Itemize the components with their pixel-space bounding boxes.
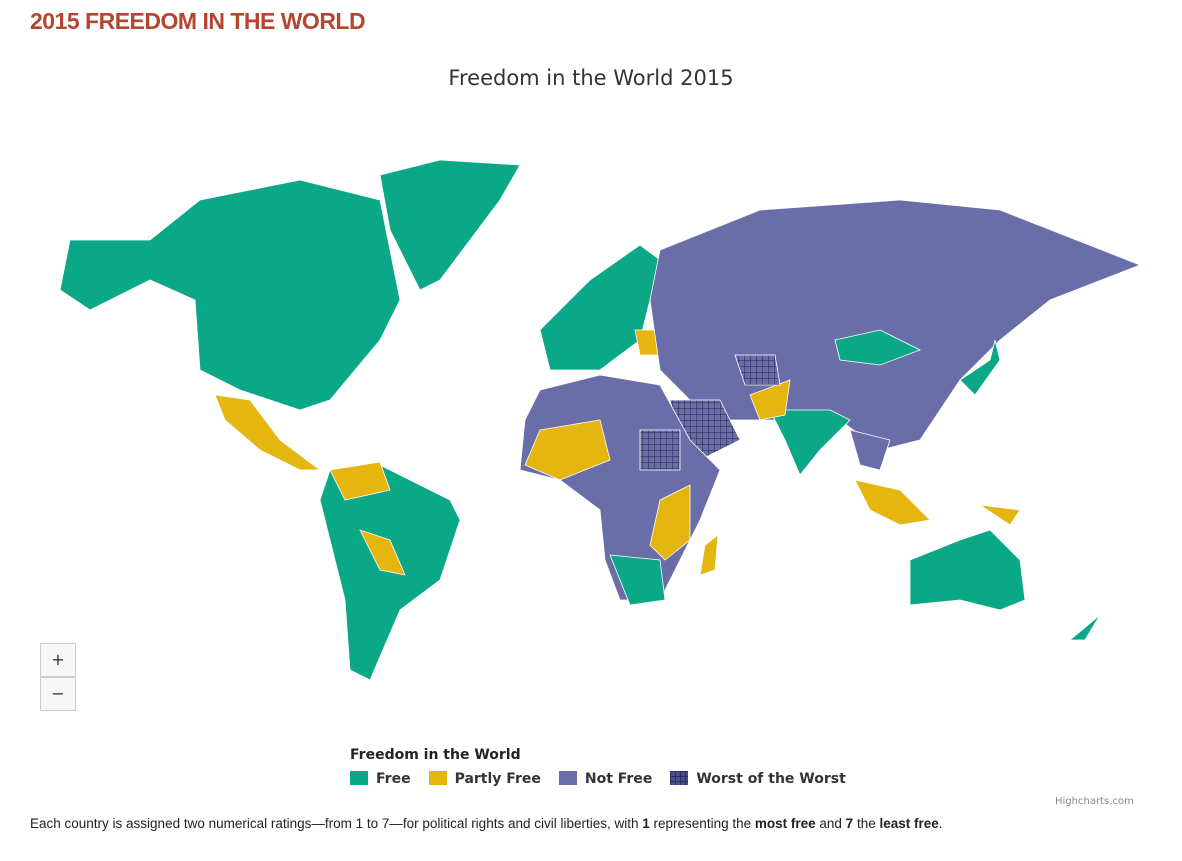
footnote-part: and <box>815 816 846 831</box>
legend-label: Not Free <box>584 771 653 787</box>
credit: Highcharts.com <box>1055 796 1134 807</box>
new-zealand <box>1068 614 1101 641</box>
north-america <box>59 179 401 411</box>
sudan <box>639 429 681 471</box>
papua <box>979 504 1021 526</box>
legend-item[interactable]: Free <box>350 771 411 787</box>
footnote-part: Each country is assigned two numerical r… <box>30 816 643 831</box>
india <box>769 409 851 476</box>
south-america <box>319 464 461 681</box>
legend-item[interactable]: Worst of the Worst <box>670 771 846 787</box>
west-africa <box>524 419 611 481</box>
footnote-part: most free <box>754 816 816 831</box>
countries <box>59 159 1142 681</box>
footnote: Each country is assigned two numerical r… <box>30 816 943 831</box>
mongolia <box>834 329 921 366</box>
legend-label: Worst of the Worst <box>696 771 846 787</box>
legend-swatch <box>428 771 447 785</box>
legend-title: Freedom in the World <box>350 747 521 763</box>
japan <box>959 339 1001 396</box>
footnote-part: the <box>853 816 880 831</box>
legend-swatch <box>350 771 368 785</box>
southeast-asia <box>849 429 891 471</box>
australia <box>909 529 1026 611</box>
central-america <box>214 394 322 471</box>
legend-items: Free Partly Free Not Free Worst of the Wors… <box>350 771 864 787</box>
indonesia <box>854 479 931 526</box>
map-title: Freedom in the World 2015 <box>448 66 733 90</box>
zoom-out[interactable]: − <box>40 677 76 711</box>
greenland <box>379 159 521 291</box>
bolivia <box>359 529 406 576</box>
footnote-part: representing the <box>649 816 755 831</box>
legend-swatch <box>670 771 689 785</box>
southern-africa <box>609 554 666 606</box>
east-africa <box>649 484 691 561</box>
legend-swatch <box>558 771 577 785</box>
madagascar <box>699 534 719 576</box>
legend-item[interactable]: Not Free <box>558 771 653 787</box>
footnote-part: . <box>938 816 943 831</box>
footnote-part: 7 <box>845 816 854 831</box>
legend-item[interactable]: Partly Free <box>428 771 541 787</box>
footnote-part: 1 <box>642 816 650 831</box>
page-header: 2015 FREEDOM IN THE WORLD <box>30 8 366 34</box>
venezuela-colombia <box>329 461 391 501</box>
central-asia <box>734 354 781 386</box>
legend: Freedom in the World Free Partly Free Not … <box>350 747 864 787</box>
zoom-in[interactable]: + <box>40 643 76 677</box>
legend-label: Partly Free <box>454 771 541 787</box>
footnote-part: least free <box>879 816 939 831</box>
legend-label: Free <box>376 771 411 787</box>
